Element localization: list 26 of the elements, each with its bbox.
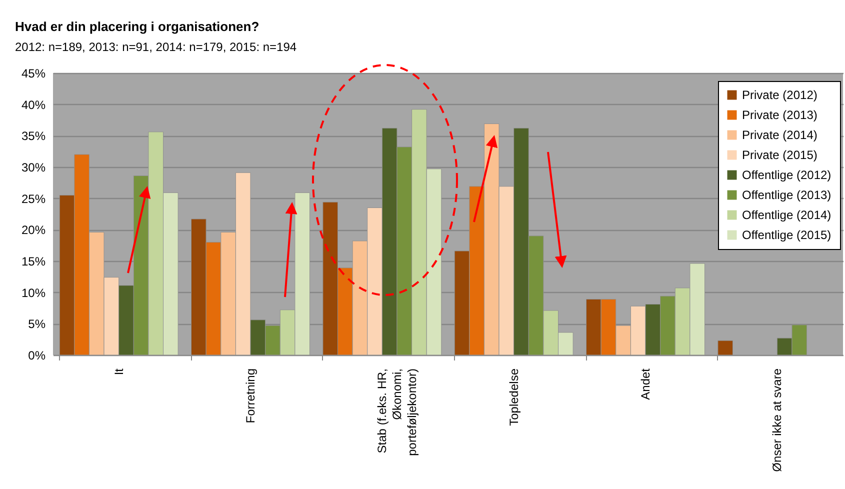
legend-label: Private (2013) bbox=[742, 108, 818, 122]
x-tick-label: Stab (f.eks. HR, Økonomi, porteføljekontor) bbox=[375, 368, 420, 456]
y-tick-label: 5% bbox=[28, 317, 46, 332]
legend-label: Offentlige (2012) bbox=[742, 168, 832, 182]
legend-label: Offentlige (2015) bbox=[742, 228, 832, 242]
legend-label: Offentlige (2013) bbox=[742, 188, 832, 202]
legend-label: Private (2012) bbox=[742, 88, 818, 102]
y-tick-label: 35% bbox=[21, 129, 46, 144]
x-tick-label: Forretning bbox=[244, 368, 258, 424]
x-tick-label: Ønser ikke at svare bbox=[770, 368, 784, 472]
legend-label: Offentlige (2014) bbox=[742, 208, 832, 222]
x-tick-label: Andet bbox=[638, 368, 652, 400]
y-tick-label: 40% bbox=[21, 98, 46, 112]
y-tick-label: 15% bbox=[21, 254, 46, 268]
chart-subtitle: 2012: n=189, 2013: n=91, 2014: n=179, 2015: n=194 bbox=[14, 40, 297, 54]
legend-label: Private (2014) bbox=[742, 128, 818, 142]
y-tick-label: 25% bbox=[21, 192, 46, 206]
y-tick-label: 10% bbox=[21, 286, 46, 300]
y-tick-label: 45% bbox=[21, 66, 46, 80]
chart-title: Hvad er din placering i organisationen? bbox=[14, 19, 260, 34]
legend-label: Private (2015) bbox=[742, 148, 818, 162]
y-tick-label: 30% bbox=[21, 160, 46, 174]
y-tick-label: 0% bbox=[28, 348, 46, 362]
y-tick-label: 20% bbox=[21, 223, 46, 238]
x-tick-label: It bbox=[112, 368, 126, 376]
x-tick-label: Topledelse bbox=[506, 368, 521, 426]
